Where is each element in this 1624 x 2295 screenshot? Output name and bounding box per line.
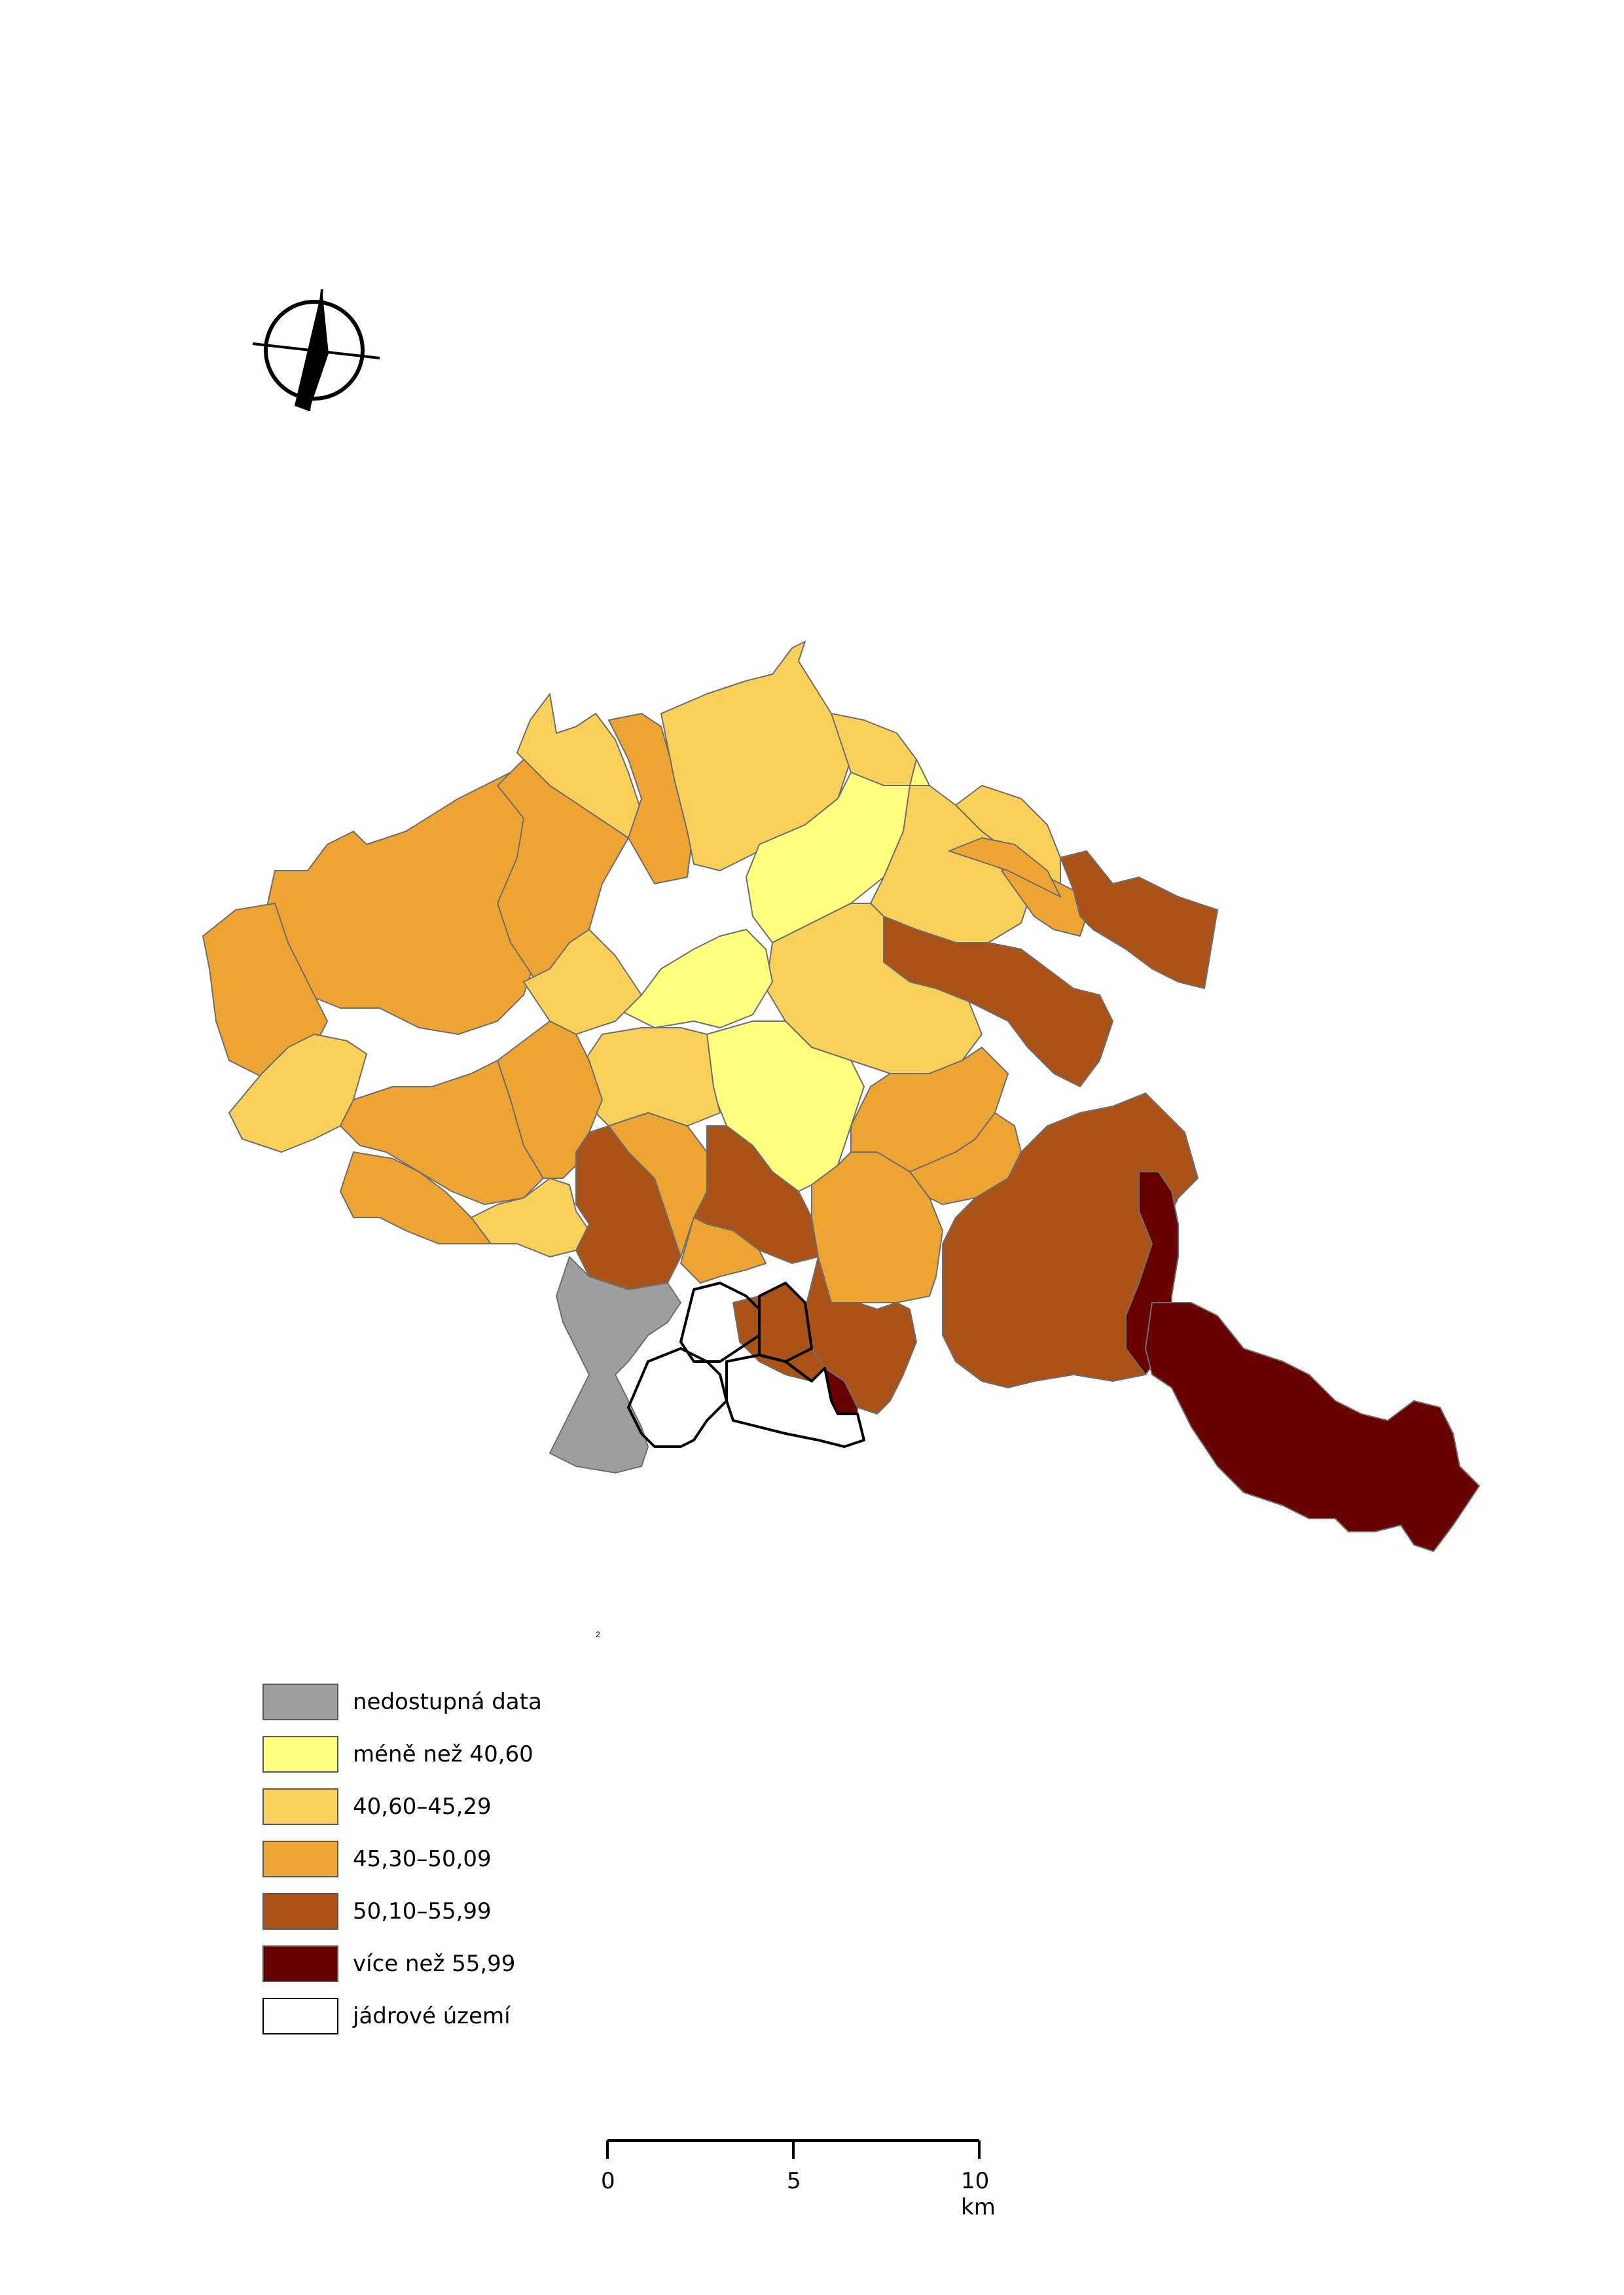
region-north-2 (608, 713, 695, 884)
legend-label: jádrové území (353, 2003, 511, 2029)
region-sw-3 (340, 1151, 492, 1244)
region-ne-5 (948, 837, 1061, 897)
north-arrow (249, 281, 393, 425)
map-svg (202, 641, 1480, 1552)
north-arrow-icon (252, 289, 380, 412)
scale-label-0: 0 (601, 2168, 615, 2194)
legend-label: 50,10–55,99 (353, 1898, 492, 1925)
legend-swatch-no-data (262, 1684, 338, 1720)
scale-bar-line (606, 2139, 981, 2159)
legend-swatch-core (262, 1998, 338, 2034)
legend-swatch-class1 (262, 1736, 338, 1773)
legend-swatch-class5 (262, 1945, 338, 1982)
legend-item-class2: 40,60–45,29 (262, 1780, 721, 1833)
choropleth-map (202, 641, 1480, 1552)
region-no-data (549, 1256, 681, 1473)
region-sw-4 (471, 1178, 590, 1257)
legend-item-class1: méně než 40,60 (262, 1728, 721, 1780)
region-s-4 (680, 1217, 767, 1284)
scale-label-5: 5 (787, 2168, 801, 2194)
legend-label: méně než 40,60 (353, 1741, 533, 1767)
scale-bar: 0 5 10 km (589, 2121, 1008, 2220)
core-territory-4 (725, 1354, 865, 1448)
legend-swatch-class4 (262, 1893, 338, 1930)
region-north-1 (516, 693, 642, 839)
legend-label: 45,30–50,09 (353, 1846, 492, 1872)
legend-item-class3: 45,30–50,09 (262, 1833, 721, 1885)
legend-item-no-data: nedostupná data (262, 1676, 721, 1728)
region-central-3 (615, 929, 773, 1028)
legend-item-class4: 50,10–55,99 (262, 1885, 721, 1938)
region-east-2 (1145, 1302, 1480, 1552)
legend-label: nedostupná data (353, 1689, 542, 1715)
legend-label: více než 55,99 (353, 1951, 516, 1977)
legend-item-core: jádrové území (262, 1990, 721, 2042)
core-territory-3 (627, 1347, 728, 1448)
map-footnote: 2 (596, 1630, 600, 1639)
legend-item-class5: více než 55,99 (262, 1938, 721, 1990)
region-ne-3 (1060, 850, 1218, 989)
region-sw-2 (340, 1060, 544, 1205)
legend-swatch-class3 (262, 1841, 338, 1877)
scale-label-10: 10 km (961, 2168, 996, 2220)
legend-swatch-class2 (262, 1788, 338, 1825)
map-legend: nedostupná data méně než 40,60 40,60–45,… (262, 1676, 721, 2042)
legend-label: 40,60–45,29 (353, 1794, 492, 1820)
